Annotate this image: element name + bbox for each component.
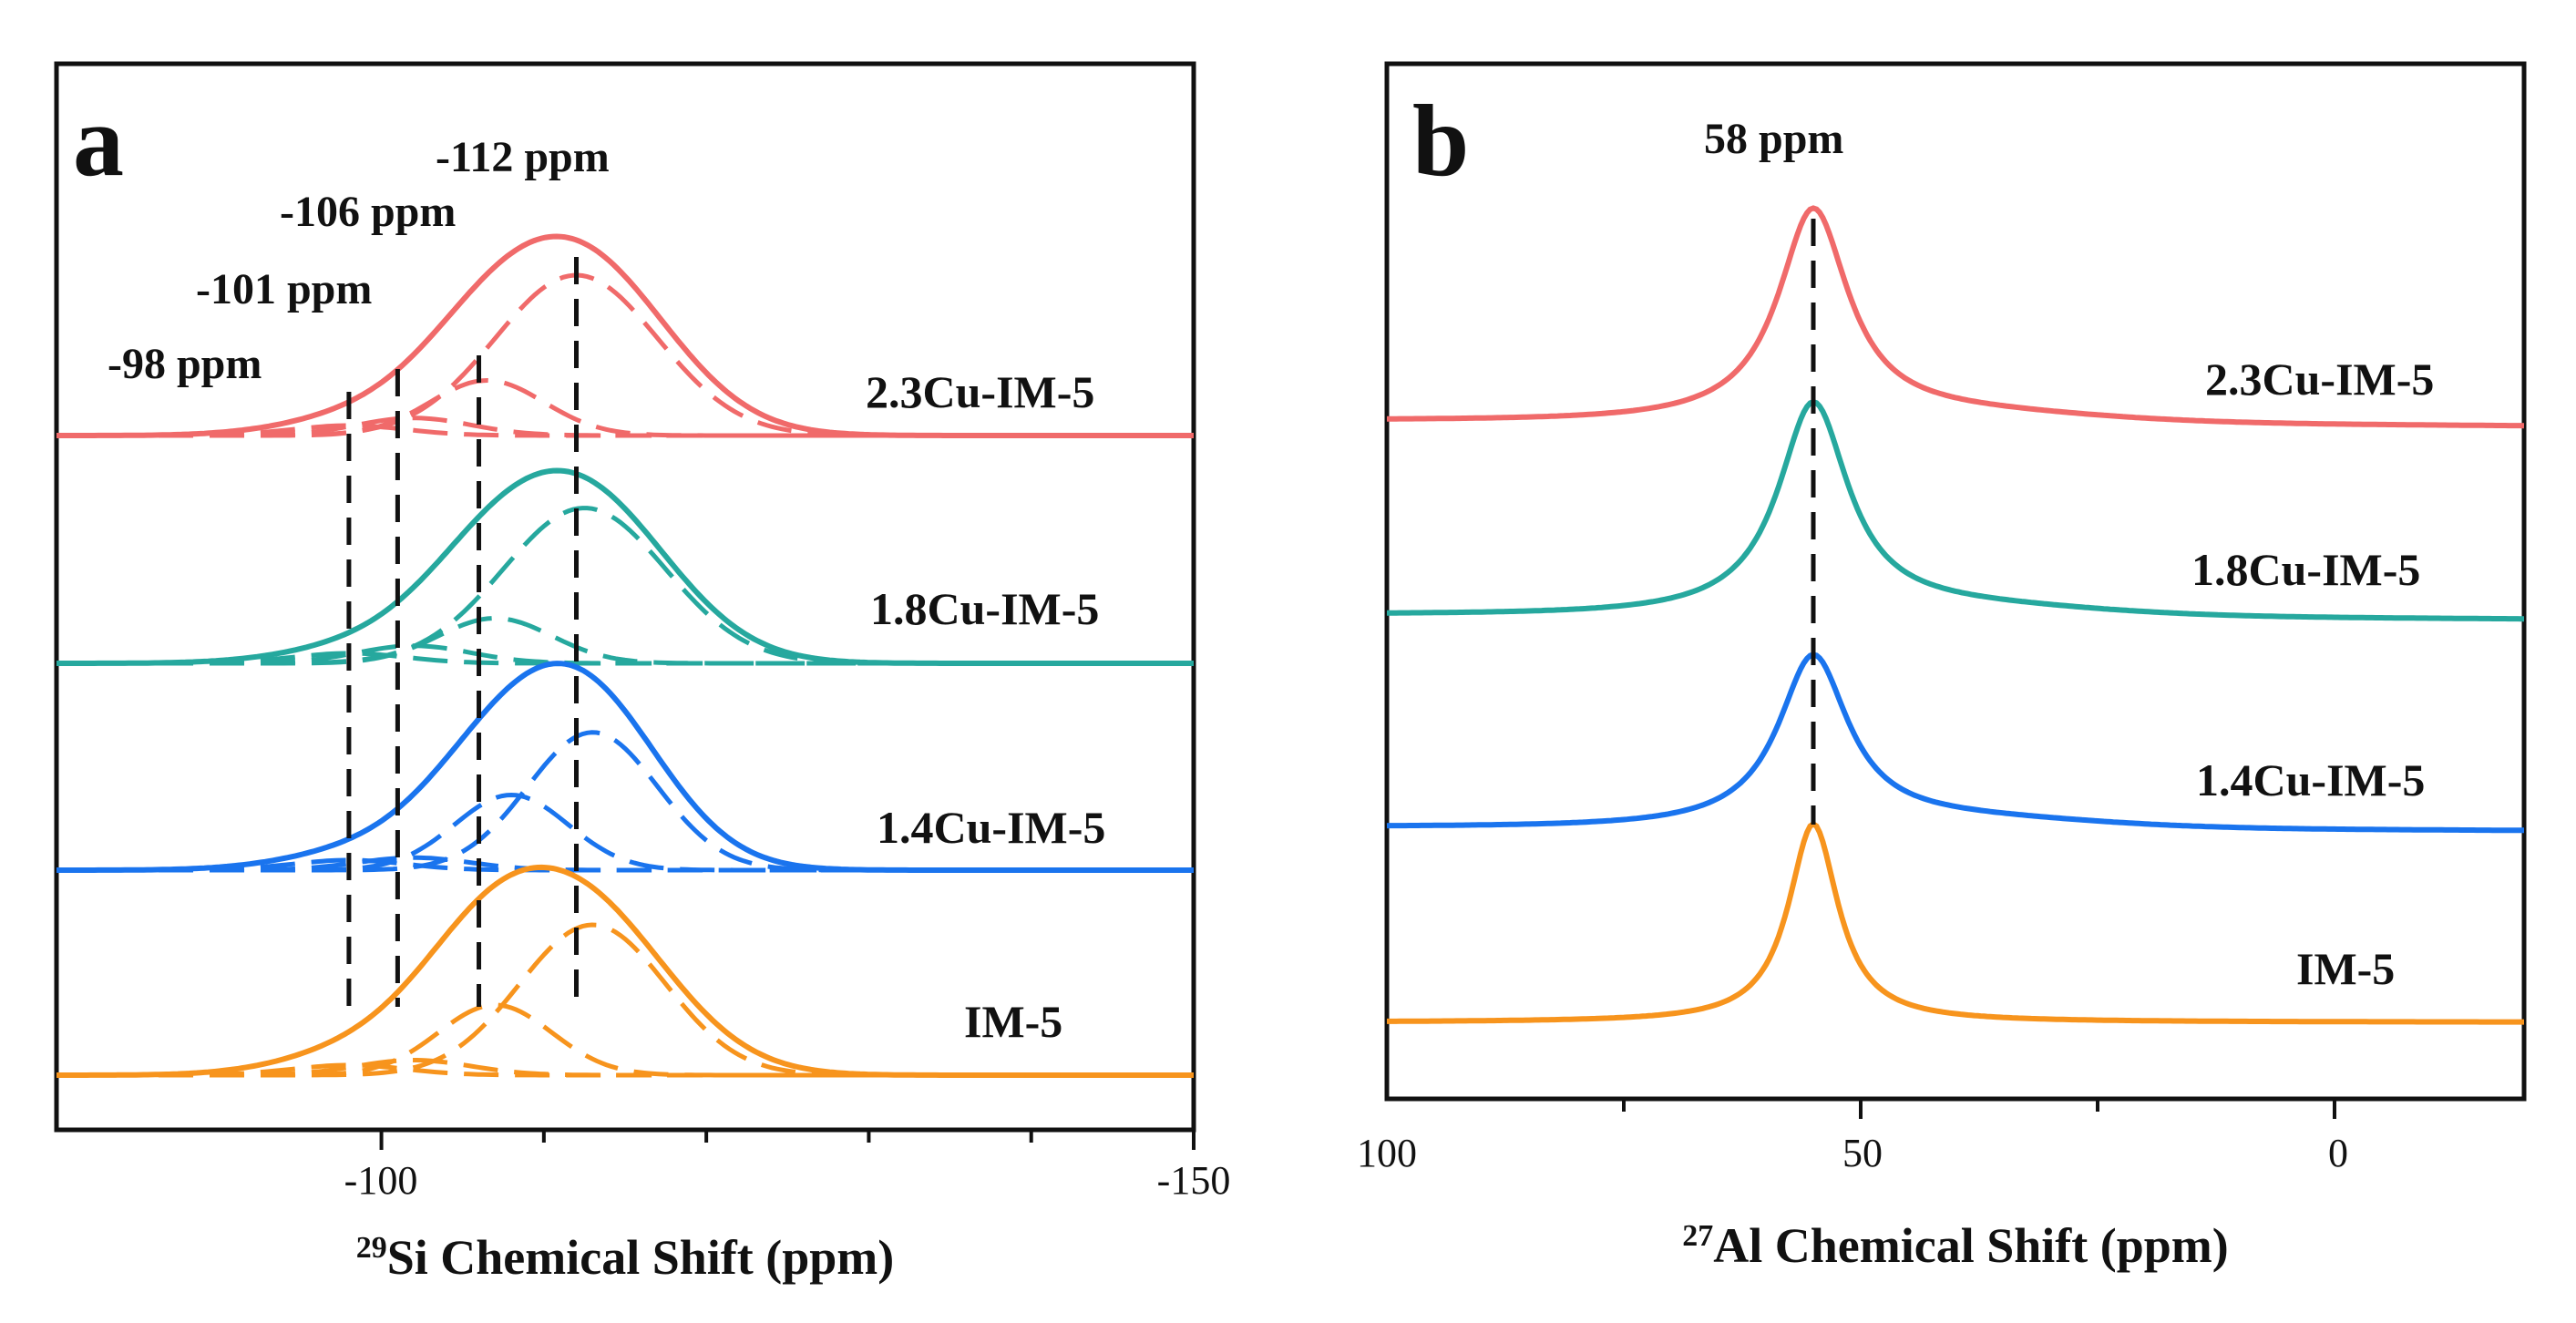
peak-label-112: -112 ppm — [436, 133, 610, 181]
panel-a-letter: a — [73, 85, 124, 198]
x-tick-label-b-2: 0 — [2328, 1131, 2348, 1175]
component-line-a-3-3 — [56, 1062, 1194, 1078]
peak-label-106: -106 ppm — [280, 188, 456, 236]
series-label-a-0: 2.3Cu-IM-5 — [866, 366, 1094, 417]
component-line-a-1-0 — [56, 506, 1194, 666]
panel-a-frame — [54, 61, 1196, 1133]
x-axis-title-a: 29Si Chemical Shift (ppm) — [356, 1230, 895, 1285]
series-label-b-3: IM-5 — [2296, 943, 2395, 994]
panel-a: a -98 ppm -101 ppm -106 ppm -112 ppm 2.3… — [54, 61, 1231, 1285]
panel-b-frame — [1384, 61, 2527, 1102]
x-axis-title-b: 27Al Chemical Shift (ppm) — [1682, 1218, 2229, 1273]
series-label-b-2: 1.4Cu-IM-5 — [2196, 754, 2425, 805]
series-label-a-2: 1.4Cu-IM-5 — [877, 802, 1105, 853]
series-label-a-3: IM-5 — [964, 996, 1062, 1047]
peak-label-101: -101 ppm — [196, 265, 372, 313]
component-line-a-3-0 — [56, 922, 1194, 1078]
series-label-b-1: 1.8Cu-IM-5 — [2191, 544, 2420, 595]
component-line-a-1-1 — [56, 615, 1194, 666]
series-line-b-2 — [1386, 651, 2524, 834]
x-tick-label-b-0: 100 — [1357, 1131, 1417, 1175]
x-tick-label-b-1: 50 — [1842, 1131, 1883, 1175]
panel-b: b 58 ppm 2.3Cu-IM-5 1.8Cu-IM-5 1.4Cu-IM-… — [1357, 61, 2527, 1273]
series-line-b-0 — [1387, 205, 2525, 429]
series-label-a-1: 1.8Cu-IM-5 — [870, 583, 1099, 634]
peak-label-58: 58 ppm — [1704, 115, 1843, 163]
peak-label-98: -98 ppm — [108, 340, 262, 388]
component-line-a-0-3 — [56, 423, 1194, 438]
panel-b-letter: b — [1412, 85, 1469, 198]
component-line-a-2-3 — [56, 857, 1194, 873]
series-line-b-1 — [1387, 398, 2524, 622]
x-tick-label-a-0: -100 — [344, 1158, 418, 1203]
component-line-a-1-3 — [56, 651, 1194, 666]
series-line-b-3 — [1387, 820, 2524, 1025]
x-tick-label-a-1: -150 — [1157, 1158, 1231, 1203]
series-label-b-0: 2.3Cu-IM-5 — [2205, 354, 2434, 405]
component-line-a-0-0 — [56, 272, 1194, 438]
